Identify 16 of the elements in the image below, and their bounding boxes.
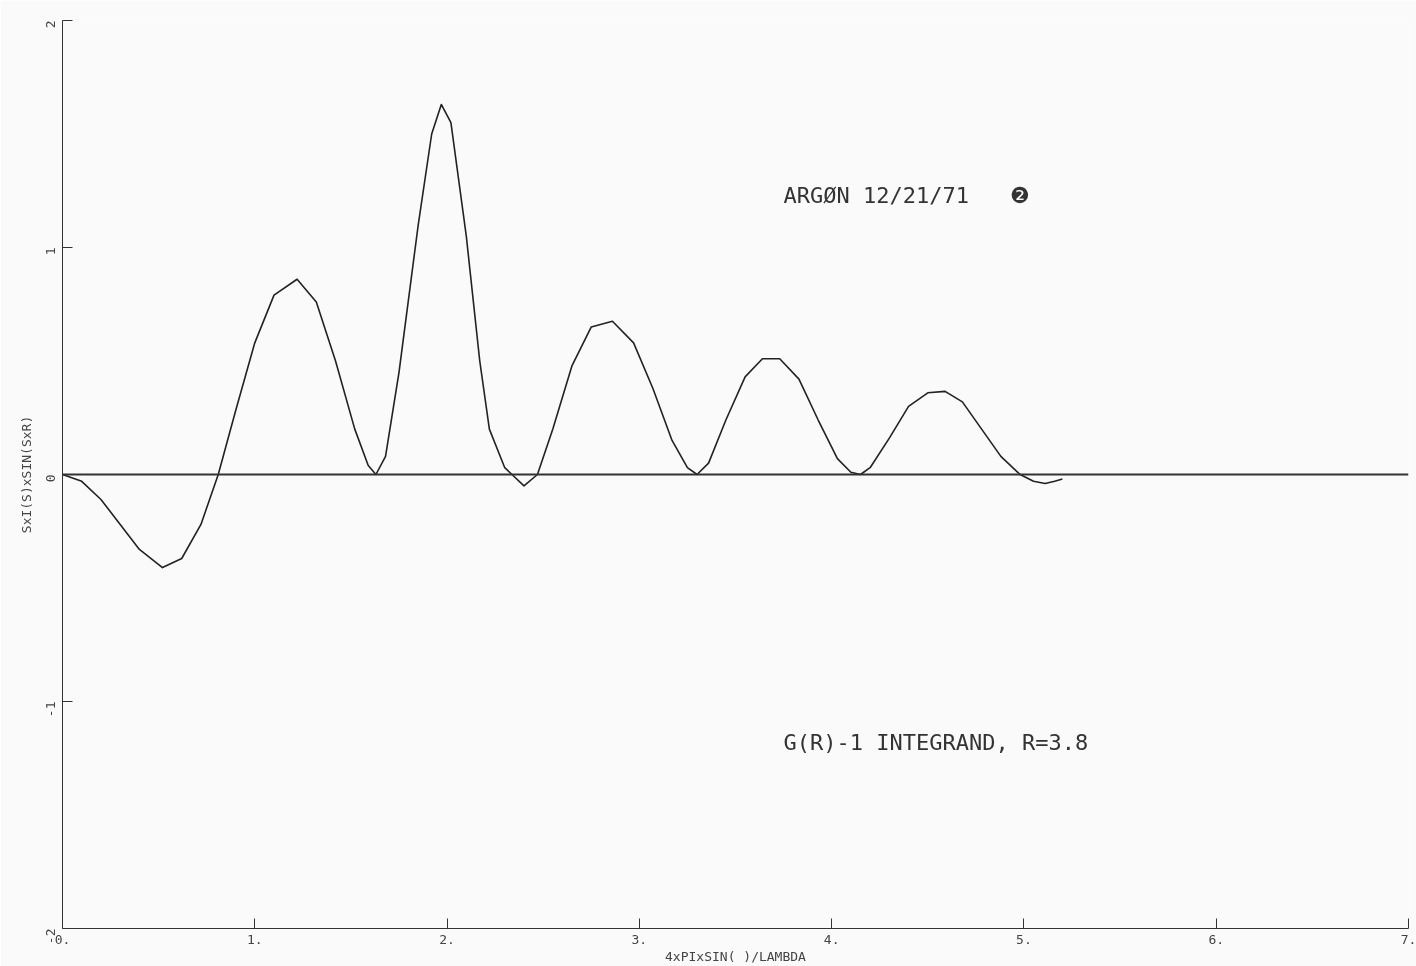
x-tick-label: 3. [631, 931, 648, 947]
x-axis-title: 4xPIxSIN( )/LAMBDA [665, 948, 807, 964]
y-tick-label: -1 [43, 701, 58, 718]
x-tick-label: 4. [823, 931, 840, 947]
annotation: ❷ [1010, 182, 1031, 208]
y-tick-label: 1 [43, 247, 58, 256]
x-tick-label: 5. [1016, 931, 1032, 947]
y-axis-title: SxI(S)xSIN(SxR) [18, 415, 34, 534]
x-tick-label: 1. [246, 931, 263, 947]
annotation: ARGØN 12/21/71 [783, 182, 970, 208]
x-tick-label: 6. [1208, 931, 1225, 947]
y-tick-label: 0 [43, 474, 58, 483]
annotation: G(R)-1 INTEGRAND, R=3.8 [783, 729, 1089, 755]
x-tick-label: 2. [439, 931, 455, 947]
x-tick-label: 7. [1400, 931, 1416, 947]
y-tick-label: 2 [43, 20, 58, 29]
